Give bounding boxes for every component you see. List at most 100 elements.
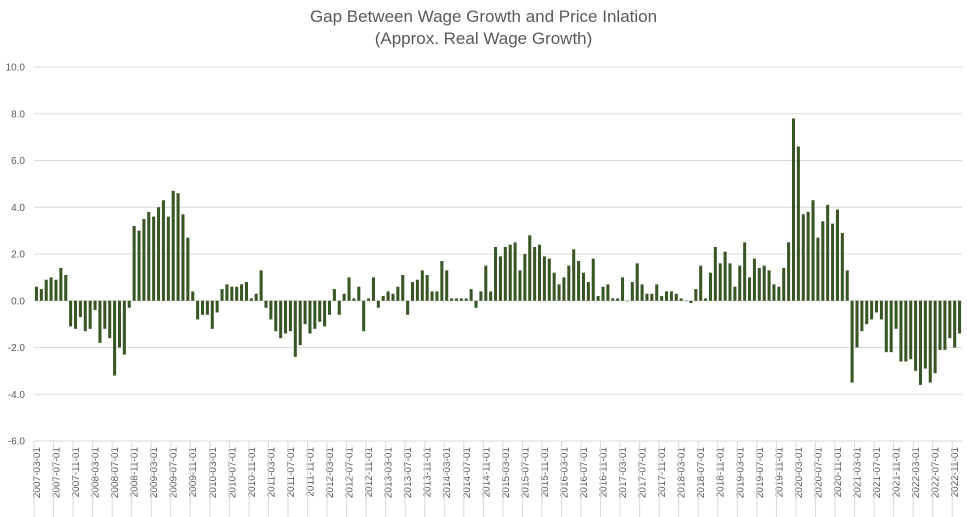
bar [391, 293, 395, 301]
bar [284, 300, 288, 334]
bar [376, 300, 380, 308]
bar [440, 261, 444, 301]
bar [552, 272, 556, 301]
bar [489, 291, 493, 301]
bar [547, 258, 551, 301]
bar [684, 300, 688, 302]
bar [117, 300, 121, 348]
bar [772, 284, 776, 301]
bar [718, 263, 722, 301]
x-tick-label: 2019-11-01 [774, 447, 785, 498]
bar [469, 289, 473, 301]
x-tick-label: 2018-11-01 [716, 447, 727, 498]
chart-title-block: Gap Between Wage Growth and Price Inlati… [0, 6, 967, 50]
bar [157, 207, 161, 301]
bar [479, 291, 483, 301]
bar [562, 277, 566, 301]
x-tick-label: 2007-07-01 [51, 447, 62, 499]
bar [586, 282, 590, 301]
bar [948, 300, 952, 339]
bar [215, 300, 219, 313]
bar [313, 300, 317, 329]
bar [855, 300, 859, 348]
bar [371, 277, 375, 301]
bar [367, 298, 371, 301]
x-tick-label: 2015-07-01 [520, 447, 531, 499]
bar [240, 284, 244, 301]
bar [831, 223, 835, 301]
bar [196, 300, 200, 320]
x-tick-label: 2016-03-01 [559, 447, 570, 499]
bar [166, 216, 170, 301]
bar [88, 300, 92, 329]
bar [748, 277, 752, 301]
bar [606, 284, 610, 301]
bar [357, 286, 361, 301]
bar [308, 300, 312, 334]
bar [454, 298, 458, 301]
x-tick-label: 2020-11-01 [833, 447, 844, 498]
bar [928, 300, 932, 383]
bar [640, 284, 644, 301]
bar [806, 211, 810, 301]
x-tick-label: 2021-03-01 [852, 447, 863, 499]
bar [386, 291, 390, 301]
bar [865, 300, 869, 325]
bar [660, 296, 664, 301]
bar [572, 249, 576, 301]
x-tick-label: 2009-03-01 [149, 447, 160, 499]
bar [503, 246, 507, 301]
bar [274, 300, 278, 332]
bar [259, 270, 263, 301]
bar [699, 265, 703, 301]
bar [611, 298, 615, 301]
bar [415, 279, 419, 301]
bar [98, 300, 102, 343]
bar [484, 265, 488, 301]
bar [303, 300, 307, 325]
bar [811, 200, 815, 301]
bar [171, 190, 175, 301]
bar [108, 300, 112, 339]
bar [327, 300, 332, 315]
bar [889, 300, 893, 353]
bar [318, 300, 322, 322]
bar [733, 286, 737, 301]
y-tick-label: 2.0 [11, 250, 25, 261]
bar [450, 298, 454, 301]
bar [816, 237, 820, 301]
x-tick-label: 2007-03-01 [32, 447, 43, 499]
bar [293, 300, 297, 357]
bar [782, 268, 786, 301]
bar [923, 300, 927, 369]
bar [69, 300, 73, 327]
bar [381, 296, 385, 301]
bar [279, 300, 283, 339]
bar [74, 300, 78, 329]
bar [650, 293, 654, 301]
x-tick-label: 2022-03-01 [911, 447, 922, 499]
bar [664, 291, 669, 301]
bar [787, 242, 791, 301]
bar [362, 300, 366, 332]
bar [669, 291, 673, 301]
bar [567, 265, 571, 301]
bar [498, 256, 502, 301]
bar [264, 300, 268, 308]
bar [474, 300, 478, 308]
bar [513, 242, 517, 301]
y-tick-label: 10.0 [6, 63, 26, 74]
bar [494, 246, 498, 301]
bar [342, 293, 346, 301]
x-tick-label: 2012-03-01 [325, 447, 336, 499]
x-tick-label: 2012-07-01 [345, 447, 356, 499]
bar [103, 300, 107, 329]
bar [958, 300, 962, 334]
x-tick-label: 2009-07-01 [169, 447, 180, 499]
bar [59, 268, 63, 301]
bar [909, 300, 913, 360]
bar [708, 272, 712, 301]
bar [621, 277, 625, 301]
x-tick-label: 2017-03-01 [618, 447, 629, 499]
bar [54, 279, 58, 301]
